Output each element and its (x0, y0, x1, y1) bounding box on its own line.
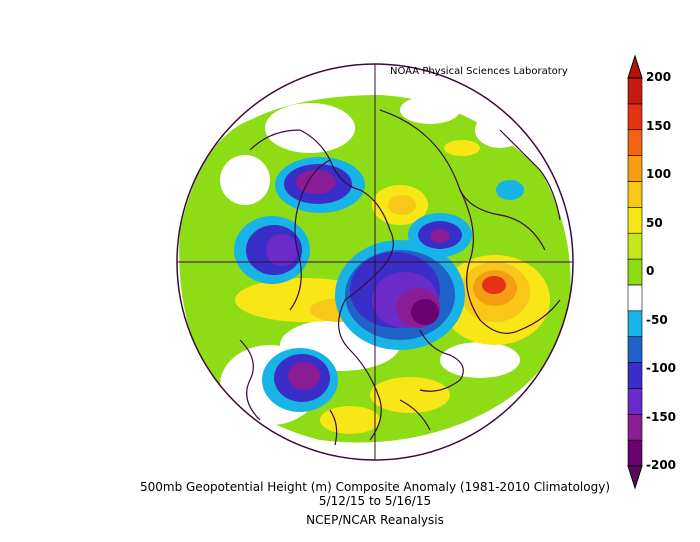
colorbar-segment (627, 129, 643, 156)
colorbar-segment (627, 310, 643, 337)
data-source: NCEP/NCAR Reanalysis (306, 513, 444, 527)
colorbar-tick: -50 (646, 312, 668, 327)
colorbar-segment (627, 155, 643, 182)
coastlines (239, 109, 561, 446)
colorbar-segment (627, 439, 643, 467)
colorbar-segment (627, 207, 643, 234)
credit-label: NOAA Physical Sciences Laboratory (390, 66, 568, 77)
colorbar (627, 54, 643, 490)
colorbar-segment (627, 258, 643, 286)
colorbar-tick: -150 (646, 409, 677, 424)
colorbar-tick: 150 (646, 118, 672, 133)
colorbar-segment (627, 413, 643, 441)
colorbar-segment (627, 284, 643, 312)
colorbar-tick: 50 (646, 215, 663, 230)
colorbar-segment (627, 388, 643, 415)
colorbar-tick: 100 (646, 167, 672, 181)
colorbar-tick: 0 (646, 264, 655, 278)
colorbar-segment (627, 362, 643, 389)
colorbar-segment (627, 103, 643, 131)
anomaly-field (177, 64, 573, 460)
map-boundary (176, 63, 574, 461)
colorbar-tick: -200 (646, 458, 677, 472)
colorbar-tick: -100 (646, 361, 677, 375)
colorbar-segment (627, 232, 643, 260)
colorbar-segment (627, 336, 643, 363)
date-range: 5/12/15 to 5/16/15 (318, 494, 432, 508)
colorbar-over-arrow (627, 54, 643, 79)
colorbar-segment (627, 181, 643, 208)
colorbar-tick: 200 (646, 70, 672, 84)
colorbar-under-arrow (627, 465, 643, 490)
map-title: 500mb Geopotential Height (m) Composite … (139, 480, 610, 494)
colorbar-segment (627, 77, 643, 105)
